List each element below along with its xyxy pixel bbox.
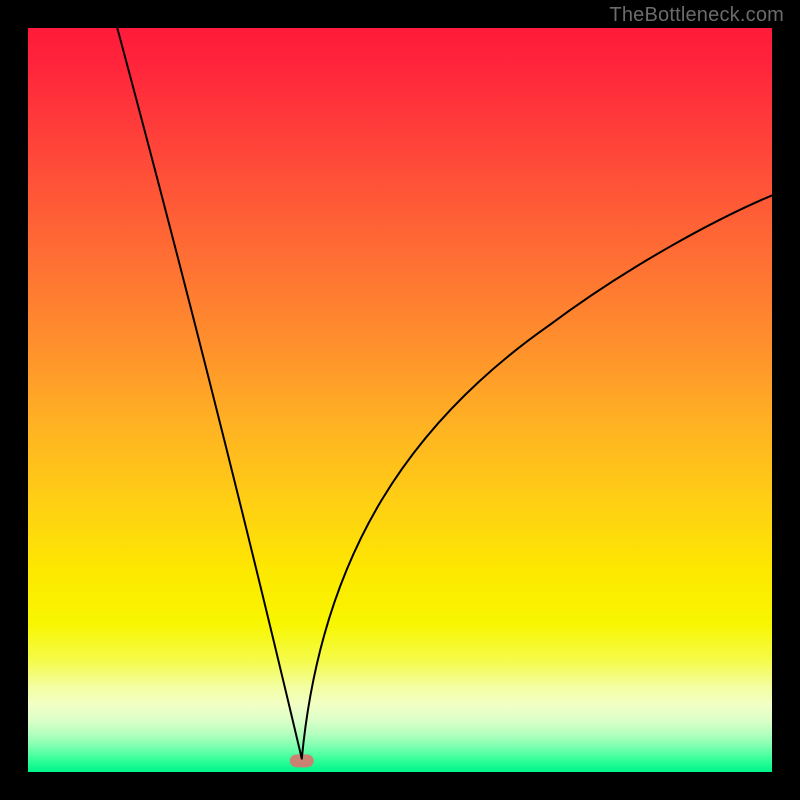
figure-container: TheBottleneck.com: [0, 0, 800, 800]
bottleneck-chart: [0, 0, 800, 800]
watermark-text: TheBottleneck.com: [609, 4, 784, 27]
